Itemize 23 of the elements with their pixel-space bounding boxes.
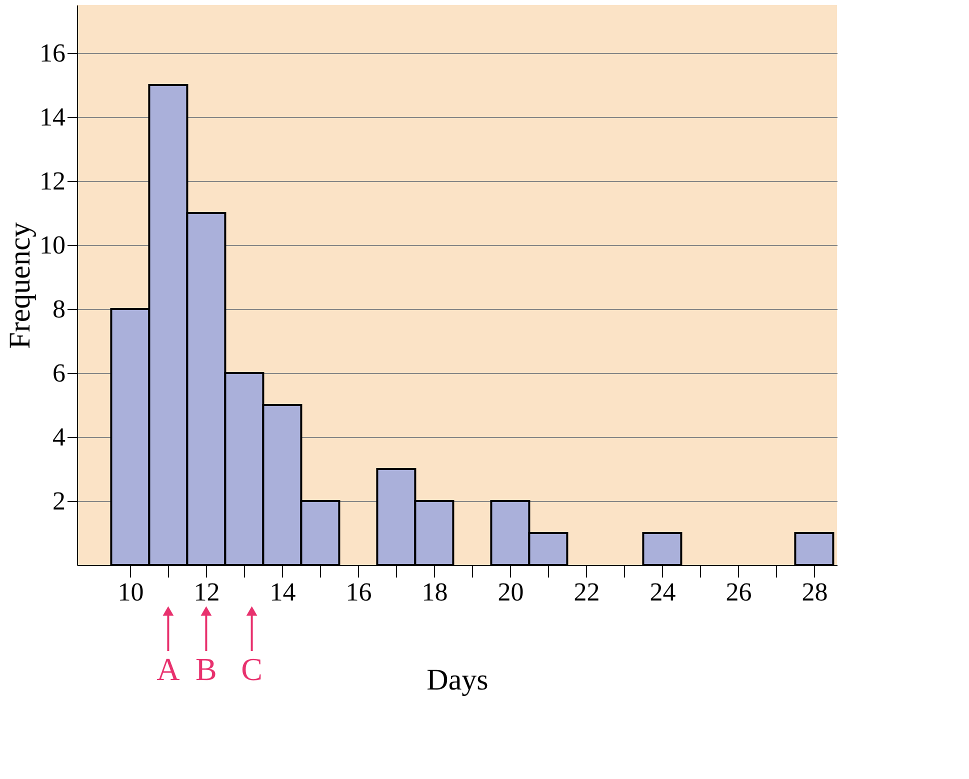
- annotation: C: [241, 651, 262, 687]
- x-tick-label: 20: [498, 578, 524, 606]
- y-tick-label: 12: [40, 166, 66, 196]
- x-axis-title: Days: [426, 664, 488, 696]
- y-tick-label: 8: [52, 294, 66, 324]
- y-tick-label: 14: [40, 102, 66, 132]
- x-tick-label: 12: [194, 578, 220, 606]
- x-tick-label: 28: [802, 578, 828, 606]
- x-tick-label: 10: [118, 578, 144, 606]
- x-tick-label: 16: [346, 578, 372, 606]
- x-tick-label: 22: [574, 578, 600, 606]
- x-tick-label: 18: [422, 578, 448, 606]
- y-tick-label: 4: [52, 422, 66, 452]
- y-tick-label: 6: [52, 358, 66, 388]
- y-tick-label: 10: [40, 230, 66, 260]
- annotation: B: [196, 651, 217, 687]
- x-tick-label: 26: [726, 578, 752, 606]
- y-tick-label: 2: [52, 486, 66, 516]
- y-tick-label: 16: [40, 38, 66, 68]
- y-axis-title: Frequency: [4, 222, 36, 349]
- annotation: A: [156, 651, 180, 687]
- x-tick-label: 14: [270, 578, 296, 606]
- x-tick-label: 24: [650, 578, 676, 606]
